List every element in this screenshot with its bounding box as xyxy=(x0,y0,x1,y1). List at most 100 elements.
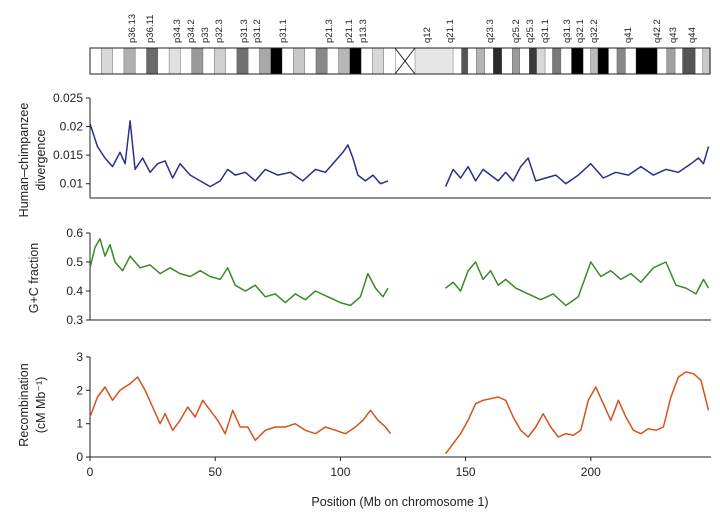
q-band-label: q25.2 xyxy=(511,19,522,43)
q-band-27 xyxy=(694,47,704,75)
q-band-7 xyxy=(501,47,513,75)
y-axis-title: Human–chimpanzee xyxy=(17,103,31,218)
y-tick-label: 0 xyxy=(76,450,83,464)
p-band-7 xyxy=(168,47,181,75)
p-arm-bands xyxy=(89,47,396,75)
q-band-15 xyxy=(571,47,584,75)
q-band-0 xyxy=(414,47,454,75)
q-band-label: q32.2 xyxy=(589,19,600,43)
x-tick-label: 0 xyxy=(87,465,94,479)
q-arm-bands xyxy=(414,47,711,75)
p-band-25 xyxy=(372,47,385,75)
p-band-label: p31.2 xyxy=(252,19,263,43)
p-band-11 xyxy=(214,47,227,75)
panel-gc: 0.3 0.4 0.5 0.6 G+C fraction xyxy=(27,226,711,327)
q-band-26 xyxy=(682,47,696,75)
p-band-label: p34.2 xyxy=(186,19,197,43)
y-tick-label: 0.025 xyxy=(53,91,83,105)
p-band-6 xyxy=(157,47,170,75)
p-band-label: p13.3 xyxy=(358,19,369,43)
q-band-3 xyxy=(467,47,477,75)
p-band-18 xyxy=(293,47,306,75)
divergence-series-p-arm xyxy=(89,120,389,188)
q-band-8 xyxy=(512,47,521,75)
q-band-25 xyxy=(674,47,684,75)
panel-recombination: 0 1 2 3 Recombination (cM Mb⁻¹) xyxy=(17,350,711,464)
y-axis-title: G+C fraction xyxy=(27,243,41,314)
q-band-19 xyxy=(608,47,618,75)
p-band-24 xyxy=(360,47,374,75)
gc-series-p-arm xyxy=(89,238,389,307)
q-band-1 xyxy=(452,47,463,75)
p-band-20 xyxy=(315,47,328,75)
q-band-label: q25.3 xyxy=(525,19,536,43)
y-tick-label: 2 xyxy=(76,383,83,397)
q-band-18 xyxy=(597,47,610,75)
p-band-label: p21.3 xyxy=(324,19,335,43)
x-axis-title: Position (Mb on chromosome 1) xyxy=(311,495,488,509)
q-band-label: q44 xyxy=(687,27,698,43)
recombination-series-q-arm xyxy=(445,371,710,455)
q-band-9 xyxy=(519,47,530,75)
p-band-1 xyxy=(101,47,114,75)
x-tick-label: 50 xyxy=(209,465,223,479)
q-band-label: q41 xyxy=(623,27,634,43)
x-tick-label: 150 xyxy=(456,465,476,479)
p-band-label: p36.11 xyxy=(145,15,156,43)
p-band-label: p31.1 xyxy=(278,19,289,43)
p-band-14 xyxy=(247,47,261,75)
y-axis-title: divergence xyxy=(34,129,48,190)
divergence-series-q-arm xyxy=(444,146,710,187)
q-band-13 xyxy=(552,47,562,75)
q-band-21 xyxy=(625,47,637,75)
q-band-24 xyxy=(666,47,676,75)
band-labels: p36.13 p36.11 p34.3 p34.2 p33 p32.3 p31.3 p31.2… xyxy=(127,14,698,43)
q-band-6 xyxy=(493,47,503,75)
p-band-12 xyxy=(225,47,238,75)
p-band-8 xyxy=(180,47,193,75)
y-tick-label: 0.3 xyxy=(66,313,83,327)
q-band-10 xyxy=(528,47,538,75)
p-band-3 xyxy=(123,47,136,75)
y-tick-label: 0.015 xyxy=(53,148,83,162)
q-band-28 xyxy=(702,47,711,75)
y-tick-label: 0.02 xyxy=(60,120,84,134)
q-band-2 xyxy=(461,47,469,75)
q-band-14 xyxy=(560,47,573,75)
p-band-label: p33 xyxy=(200,27,211,43)
y-tick-label: 0.5 xyxy=(66,255,83,269)
x-tick-label: 200 xyxy=(581,465,601,479)
p-band-21 xyxy=(327,47,340,75)
p-band-label: p31.3 xyxy=(239,19,250,43)
p-band-10 xyxy=(202,47,215,75)
q-band-23 xyxy=(656,47,668,75)
y-tick-label: 1 xyxy=(76,417,83,431)
y-axis-title: Recombination xyxy=(17,363,31,446)
p-band-22 xyxy=(338,47,351,75)
y-tick-label: 0.4 xyxy=(66,284,83,298)
p-band-17 xyxy=(281,47,294,75)
q-band-12 xyxy=(544,47,554,75)
p-band-4 xyxy=(134,47,148,75)
p-band-13 xyxy=(236,47,249,75)
p-band-label: p32.3 xyxy=(214,19,225,43)
q-band-11 xyxy=(536,47,546,75)
q-band-4 xyxy=(476,47,486,75)
q-band-label: q21.1 xyxy=(445,19,456,43)
q-band-17 xyxy=(590,47,599,75)
q-band-label: q23.3 xyxy=(485,19,496,43)
p-band-5 xyxy=(146,47,159,75)
y-tick-label: 0.01 xyxy=(60,177,84,191)
q-band-20 xyxy=(616,47,627,75)
x-axis: 0 50 100 150 200 xyxy=(87,457,601,479)
panel-divergence: 0.01 0.015 0.02 0.025 Human–chimpanzee diverg… xyxy=(17,91,711,217)
q-band-label: q32.1 xyxy=(575,19,586,43)
p-band-23 xyxy=(349,47,362,75)
y-axis-title: (cM Mb⁻¹) xyxy=(34,377,48,434)
y-tick-label: 3 xyxy=(76,350,83,364)
recombination-series-p-arm xyxy=(89,376,392,442)
y-tick-label: 0.6 xyxy=(66,226,83,240)
q-band-5 xyxy=(484,47,494,75)
ideogram-outline xyxy=(89,47,711,75)
p-band-26 xyxy=(383,47,396,75)
